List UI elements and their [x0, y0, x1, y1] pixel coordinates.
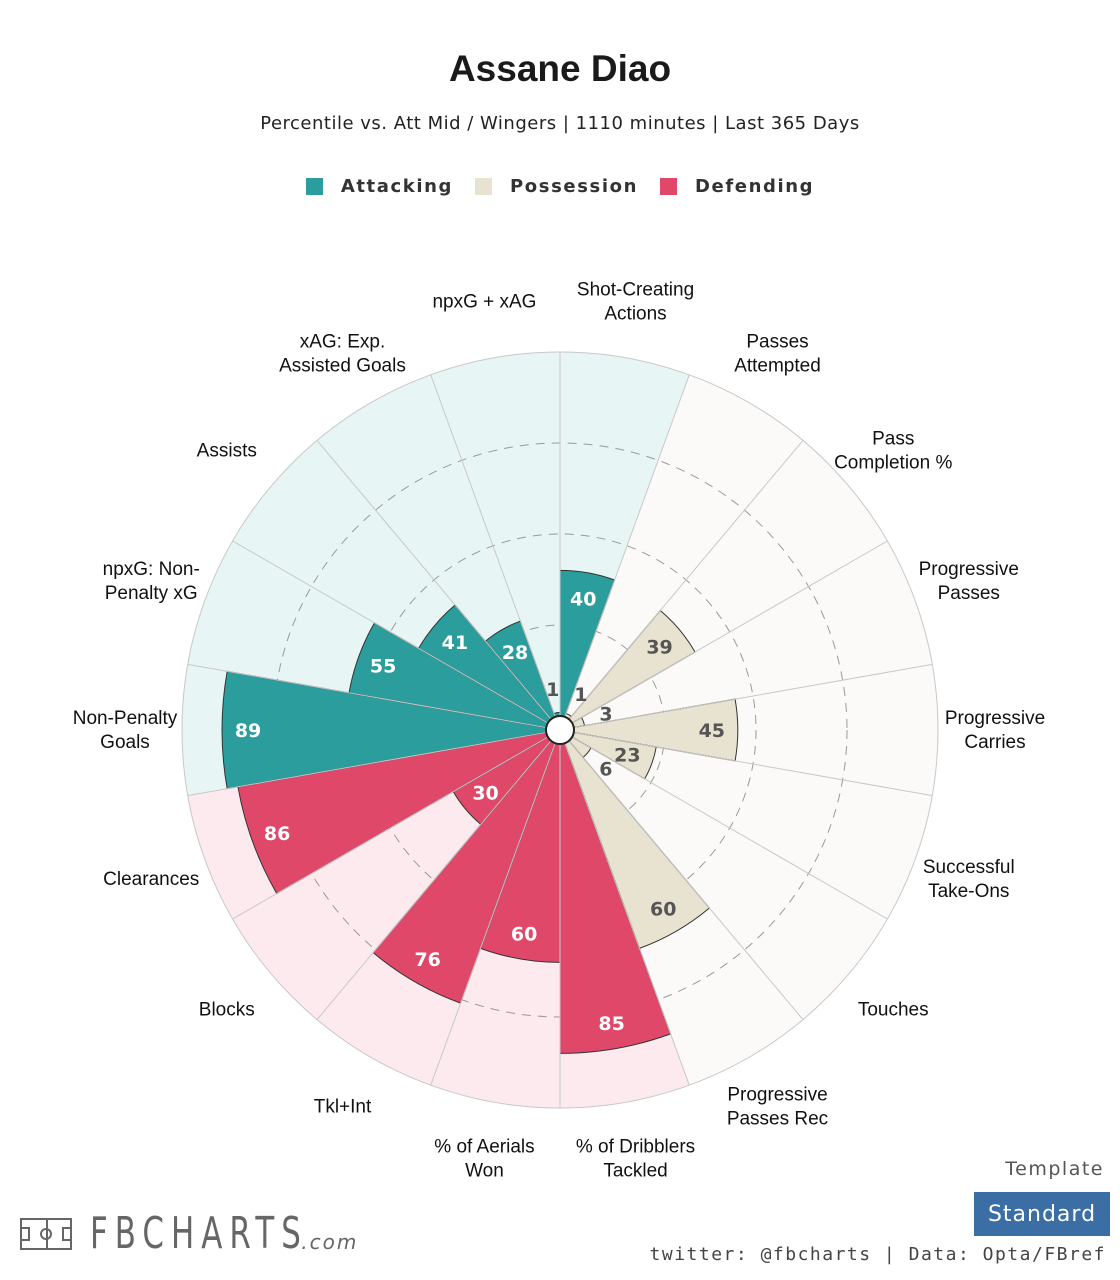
category-label-progressive-passes: Progressive Passes: [919, 559, 1019, 604]
slice-bg-successful-take-ons: [572, 732, 933, 919]
value-label-pass-completion: 39: [646, 636, 672, 658]
category-label-touches: Touches: [858, 1000, 929, 1021]
template-label: Template: [1005, 1158, 1104, 1180]
legend-item-attacking: Attacking: [305, 176, 454, 197]
spoke: [571, 540, 888, 724]
chart-subtitle: Percentile vs. Att Mid / Wingers | 1110 …: [260, 113, 860, 134]
value-label-successful-take-ons: 23: [614, 745, 640, 767]
spoke: [187, 663, 547, 729]
spoke: [232, 736, 549, 920]
category-label-of-aerials-won: % of Aerials Won: [434, 1136, 534, 1181]
category-label-successful-take-ons: Successful Take-Ons: [923, 857, 1015, 902]
slice-bg-npxg-xag: [430, 352, 560, 717]
legend-label-defending: Defending: [695, 176, 815, 197]
category-label-progressive-carries: Progressive Carries: [945, 708, 1045, 753]
category-label-shot-creating-actions: Shot-Creating Actions: [577, 280, 694, 325]
value-label-npxg-non-penalty-xg: 55: [370, 656, 396, 678]
spoke: [568, 440, 804, 720]
center-hole: [545, 715, 575, 745]
value-label-non-penalty-goals: 89: [235, 720, 261, 742]
template-button[interactable]: Standard: [974, 1192, 1110, 1236]
credits: twitter: @fbcharts | Data: Opta/FBref: [649, 1244, 1106, 1265]
spoke: [573, 663, 933, 729]
category-label-of-dribblers-tackled: % of Dribblers Tackled: [576, 1136, 695, 1181]
value-label-shot-creating-actions: 40: [570, 588, 596, 610]
spoke: [430, 374, 556, 718]
value-label-xag-exp-assisted-goals: 28: [502, 642, 528, 664]
value-label-blocks: 30: [472, 782, 498, 804]
category-label-clearances: Clearances: [103, 869, 199, 890]
chart-title: Assane Diao: [448, 48, 672, 89]
value-label-progressive-carries: 45: [699, 720, 725, 742]
spoke: [571, 736, 888, 920]
value-label-passes-attempted: 1: [574, 684, 587, 706]
category-label-assists: Assists: [197, 440, 257, 461]
pitch-icon: [20, 1218, 72, 1250]
value-label-of-aerials-won: 60: [511, 923, 537, 945]
value-label-touches: 6: [599, 758, 612, 780]
legend-swatch-attacking: [305, 178, 323, 195]
value-label-tkl-int: 76: [414, 949, 440, 971]
legend-swatch-defending: [660, 178, 677, 195]
category-label-passes-attempted: Passes Attempted: [734, 331, 821, 376]
category-label-progressive-passes-rec: Progressive Passes Rec: [727, 1085, 828, 1130]
legend-swatch-possession: [475, 178, 493, 195]
logo-text: FBCHARTS: [90, 1208, 308, 1259]
legend-label-attacking: Attacking: [340, 176, 454, 197]
spoke: [232, 540, 549, 724]
spoke: [568, 740, 804, 1020]
value-label-progressive-passes-rec: 60: [650, 899, 676, 921]
category-label-tkl-int: Tkl+Int: [314, 1097, 372, 1118]
category-label-pass-completion: Pass Completion %: [834, 428, 952, 473]
slice-bg-progressive-passes: [572, 541, 933, 728]
spoke: [316, 440, 552, 720]
logo-domain: .com: [301, 1230, 359, 1254]
slice-bg-touches: [568, 737, 888, 1020]
category-label-npxg-non-penalty-xg: npxG: Non-Penalty xG: [103, 559, 200, 604]
value-label-progressive-passes: 3: [599, 703, 612, 725]
legend-label-possession: Possession: [510, 176, 638, 197]
category-label-non-penalty-goals: Non-Penalty Goals: [73, 708, 178, 753]
spoke: [573, 731, 933, 797]
spoke: [316, 740, 552, 1020]
spoke: [564, 374, 690, 718]
fbcharts-logo: FBCHARTS .com: [20, 1210, 358, 1258]
spoke: [564, 742, 690, 1086]
slice-bg-passes-attempted: [564, 374, 803, 720]
legend-item-defending: Defending: [660, 176, 814, 197]
value-label-npxg-xag: 1: [546, 679, 559, 701]
legend-item-possession: Possession: [475, 176, 638, 197]
category-label-blocks: Blocks: [199, 1000, 255, 1021]
category-label-npxg-xag: npxG + xAG: [432, 292, 536, 313]
spoke: [430, 742, 556, 1086]
value-label-assists: 41: [442, 632, 468, 654]
value-label-clearances: 86: [264, 823, 290, 845]
value-label-of-dribblers-tackled: 85: [598, 1013, 624, 1035]
legend: Attacking Possession Defending: [0, 176, 1120, 197]
category-label-xag-exp-assisted-goals: xAG: Exp. Assisted Goals: [279, 331, 406, 376]
spoke: [187, 731, 547, 797]
